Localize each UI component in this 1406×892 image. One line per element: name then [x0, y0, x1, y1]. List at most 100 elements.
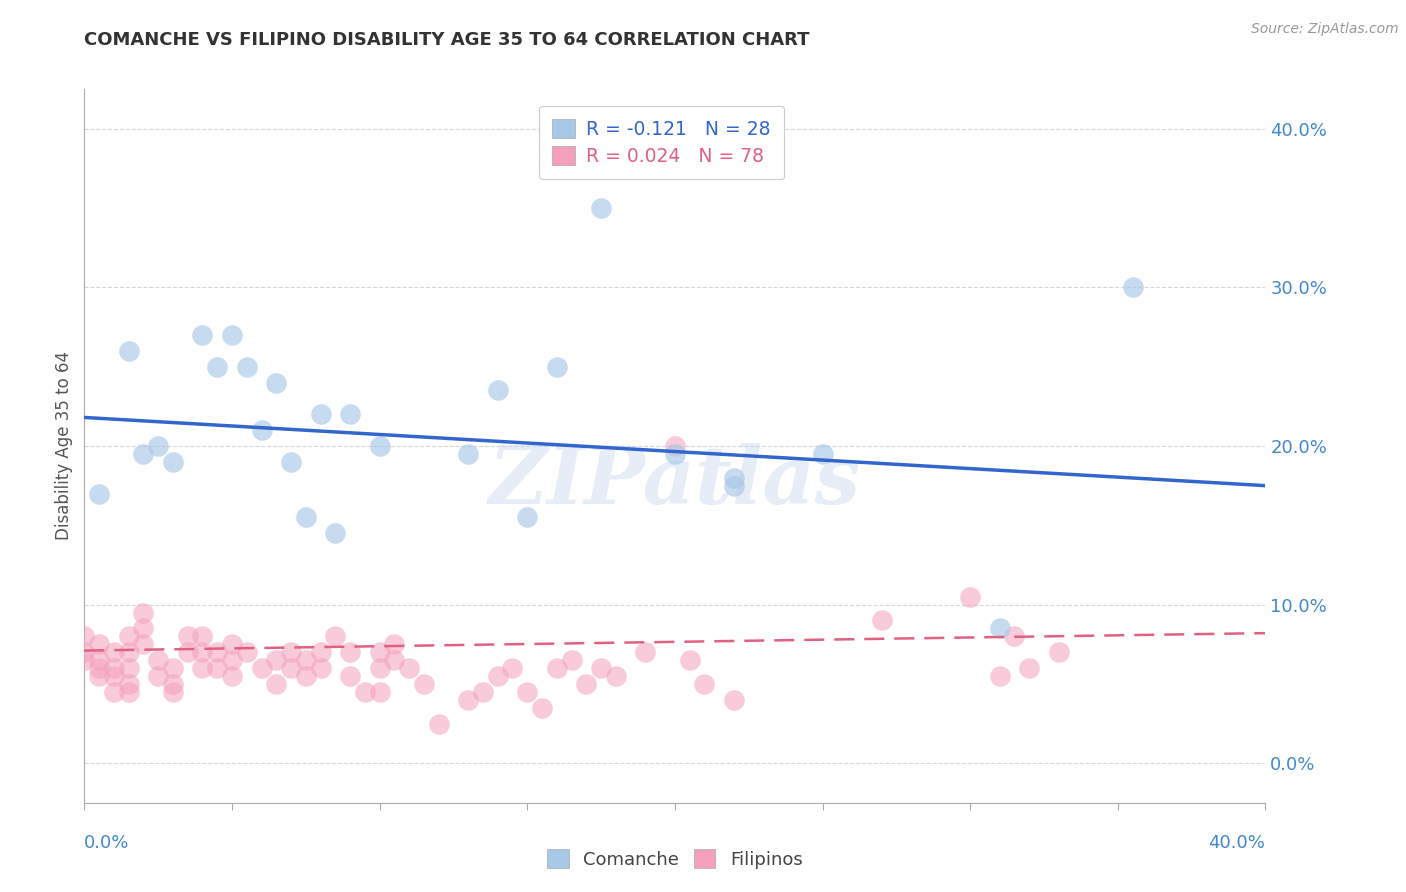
Point	[368, 645, 391, 659]
Point	[472, 685, 495, 699]
Point	[382, 653, 406, 667]
Point	[103, 645, 125, 659]
Point	[295, 510, 318, 524]
Point	[339, 645, 361, 659]
Point	[87, 637, 111, 651]
Point	[148, 669, 170, 683]
Point	[427, 716, 450, 731]
Point	[295, 669, 318, 683]
Point	[191, 661, 214, 675]
Point	[191, 629, 214, 643]
Point	[309, 645, 332, 659]
Point	[118, 629, 141, 643]
Text: Source: ZipAtlas.com: Source: ZipAtlas.com	[1251, 22, 1399, 37]
Point	[516, 685, 538, 699]
Point	[591, 201, 613, 215]
Point	[250, 423, 273, 437]
Point	[723, 692, 745, 706]
Point	[148, 439, 170, 453]
Point	[339, 669, 361, 683]
Point	[235, 645, 259, 659]
Point	[205, 359, 228, 374]
Legend: Comanche, Filipinos: Comanche, Filipinos	[537, 838, 813, 880]
Point	[221, 669, 243, 683]
Point	[486, 384, 509, 398]
Point	[959, 590, 981, 604]
Point	[280, 661, 302, 675]
Point	[560, 653, 583, 667]
Point	[1018, 661, 1040, 675]
Point	[368, 439, 391, 453]
Point	[221, 328, 243, 343]
Point	[162, 685, 184, 699]
Point	[103, 661, 125, 675]
Point	[191, 328, 214, 343]
Point	[678, 653, 700, 667]
Point	[811, 447, 834, 461]
Point	[118, 661, 141, 675]
Point	[264, 677, 288, 691]
Point	[457, 692, 479, 706]
Point	[250, 661, 273, 675]
Point	[501, 661, 523, 675]
Point	[162, 677, 184, 691]
Point	[162, 661, 184, 675]
Point	[221, 653, 243, 667]
Point	[457, 447, 479, 461]
Point	[103, 669, 125, 683]
Point	[382, 637, 406, 651]
Point	[575, 677, 598, 691]
Point	[118, 343, 141, 358]
Point	[191, 645, 214, 659]
Point	[295, 653, 318, 667]
Point	[339, 407, 361, 421]
Point	[73, 629, 96, 643]
Point	[132, 447, 155, 461]
Point	[264, 376, 288, 390]
Point	[664, 447, 686, 461]
Point	[723, 471, 745, 485]
Point	[309, 661, 332, 675]
Point	[323, 629, 347, 643]
Point	[205, 645, 228, 659]
Point	[118, 645, 141, 659]
Point	[323, 526, 347, 541]
Point	[148, 653, 170, 667]
Point	[530, 700, 553, 714]
Point	[354, 685, 377, 699]
Text: COMANCHE VS FILIPINO DISABILITY AGE 35 TO 64 CORRELATION CHART: COMANCHE VS FILIPINO DISABILITY AGE 35 T…	[84, 31, 810, 49]
Point	[87, 653, 111, 667]
Point	[870, 614, 893, 628]
Point	[1004, 629, 1026, 643]
Point	[162, 455, 184, 469]
Point	[103, 685, 125, 699]
Point	[988, 669, 1011, 683]
Text: 0.0%: 0.0%	[84, 834, 129, 852]
Point	[546, 359, 568, 374]
Point	[132, 637, 155, 651]
Point	[132, 606, 155, 620]
Point	[118, 677, 141, 691]
Point	[516, 510, 538, 524]
Point	[177, 629, 200, 643]
Text: 40.0%: 40.0%	[1209, 834, 1265, 852]
Point	[235, 359, 259, 374]
Point	[118, 685, 141, 699]
Point	[280, 645, 302, 659]
Point	[634, 645, 657, 659]
Point	[1047, 645, 1070, 659]
Point	[205, 661, 228, 675]
Text: ZIPatlas: ZIPatlas	[489, 443, 860, 520]
Point	[264, 653, 288, 667]
Point	[309, 407, 332, 421]
Point	[368, 685, 391, 699]
Point	[177, 645, 200, 659]
Point	[87, 661, 111, 675]
Point	[87, 669, 111, 683]
Point	[398, 661, 420, 675]
Point	[221, 637, 243, 651]
Point	[664, 439, 686, 453]
Y-axis label: Disability Age 35 to 64: Disability Age 35 to 64	[55, 351, 73, 541]
Point	[591, 661, 613, 675]
Point	[693, 677, 716, 691]
